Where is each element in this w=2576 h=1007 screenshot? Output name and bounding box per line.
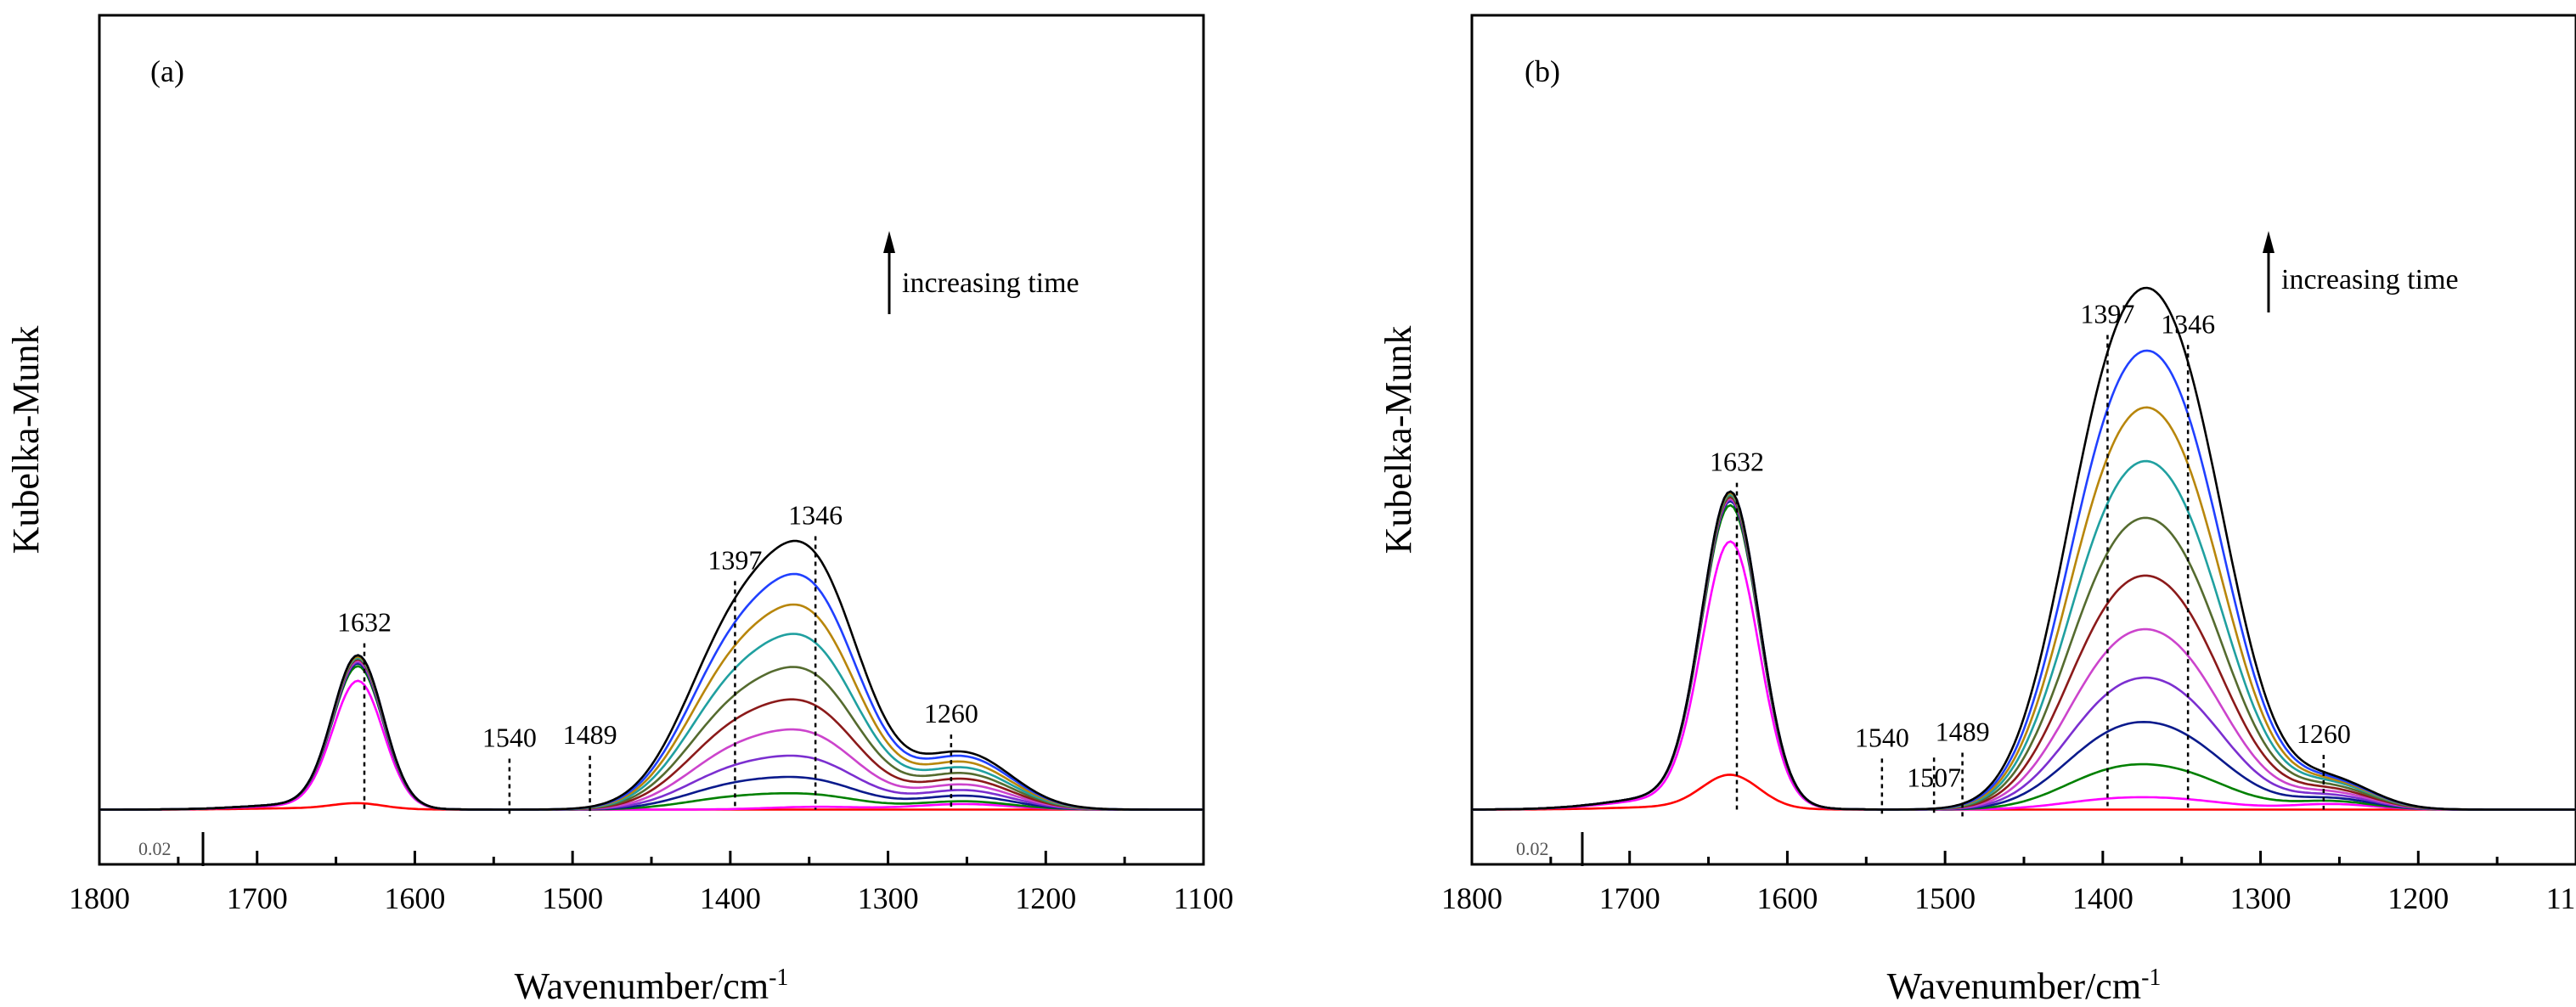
x-tick-label-1700: 1700 bbox=[1599, 881, 1660, 915]
peak-label-1632: 1632 bbox=[337, 607, 392, 638]
peak-label-1540: 1540 bbox=[1855, 722, 1909, 752]
spectrum-line-t1 bbox=[1472, 774, 2576, 811]
x-axis-title-text: Wavenumber/cm bbox=[515, 965, 769, 1007]
chart-panel-b: 1632 1540 1507 1489 1397 1346 1260 1800 1700 160… bbox=[1378, 14, 2576, 1007]
x-tick-label-1800: 1800 bbox=[1441, 881, 1502, 915]
x-tick-label-1300: 1300 bbox=[2230, 881, 2291, 915]
spectrum-line-t3 bbox=[1472, 504, 2576, 811]
panel-label: (b) bbox=[1525, 54, 1560, 88]
spectrum-line-t12 bbox=[99, 539, 1203, 811]
time-arrow-icon bbox=[2263, 231, 2274, 253]
scale-bar-label: 0.02 bbox=[138, 838, 172, 859]
spectrum-line-t2 bbox=[99, 679, 1203, 811]
x-axis-title-text: Wavenumber/cm bbox=[1887, 965, 2141, 1007]
panel-label: (a) bbox=[150, 54, 184, 88]
peak-label-1397: 1397 bbox=[707, 544, 762, 575]
spectrum-line-t3 bbox=[99, 665, 1203, 811]
spectrum-line-t7 bbox=[1472, 495, 2576, 811]
x-tick-label-1400: 1400 bbox=[2072, 881, 2134, 915]
y-axis-title: Kubelka-Munk bbox=[5, 326, 47, 554]
spectrum-line-t7 bbox=[99, 658, 1203, 811]
plot-frame bbox=[98, 14, 1205, 866]
x-ticks: 1800 1700 1600 1500 1400 1300 1200 1100 bbox=[1441, 851, 2576, 915]
x-axis-title: Wavenumber/cm-1 bbox=[1887, 965, 2162, 1007]
peak-label-1346: 1346 bbox=[2161, 308, 2215, 339]
spectrum-line-t4 bbox=[99, 662, 1203, 811]
spectrum-line-t6 bbox=[99, 659, 1203, 811]
spectrum-line-t12 bbox=[1472, 286, 2576, 811]
spectrum-line-t9 bbox=[99, 633, 1203, 811]
spectrum-line-t8 bbox=[1472, 494, 2576, 811]
spectrum-line-t6 bbox=[1472, 497, 2576, 811]
peak-label-1397: 1397 bbox=[2080, 298, 2134, 329]
peak-label-1489: 1489 bbox=[1936, 717, 1990, 747]
x-tick-label-1500: 1500 bbox=[1914, 881, 1976, 915]
x-tick-label-1800: 1800 bbox=[69, 881, 130, 915]
peak-label-1540: 1540 bbox=[482, 722, 537, 752]
x-tick-label-1200: 1200 bbox=[1015, 881, 1076, 915]
spectra-curves bbox=[99, 539, 1203, 811]
x-axis-title: Wavenumber/cm-1 bbox=[515, 965, 789, 1007]
x-axis-title-superscript: -1 bbox=[769, 965, 788, 991]
scale-bar-label: 0.02 bbox=[1516, 838, 1549, 859]
increasing-time-label: increasing time bbox=[902, 267, 1079, 299]
x-tick-label-1500: 1500 bbox=[542, 881, 603, 915]
spectrum-line-t5 bbox=[99, 661, 1203, 811]
x-tick-label-1700: 1700 bbox=[227, 881, 288, 915]
peak-label-1260: 1260 bbox=[2297, 718, 2351, 749]
peak-markers: 1632 1540 1507 1489 1397 1346 1260 bbox=[1710, 298, 2351, 817]
chart-panel-a: 1632 1540 1489 1397 1346 1260 1800 1700 1600 150… bbox=[5, 14, 1233, 1007]
x-tick-label-1300: 1300 bbox=[858, 881, 919, 915]
spectra-curves bbox=[1472, 286, 2576, 811]
x-axis-title-superscript: -1 bbox=[2141, 965, 2161, 991]
x-tick-label-1600: 1600 bbox=[384, 881, 445, 915]
x-ticks: 1800 1700 1600 1500 1400 1300 1200 1100 bbox=[69, 851, 1233, 915]
y-axis-title: Kubelka-Munk bbox=[1378, 326, 1419, 554]
spectrum-line-t5 bbox=[1472, 498, 2576, 811]
spectrum-line-t8 bbox=[99, 656, 1203, 811]
peak-label-1632: 1632 bbox=[1710, 447, 1764, 477]
x-tick-label-1400: 1400 bbox=[700, 881, 761, 915]
increasing-time-label: increasing time bbox=[2281, 264, 2459, 295]
x-tick-label-1100: 1100 bbox=[1174, 881, 1234, 915]
peak-label-1260: 1260 bbox=[924, 698, 978, 729]
peak-label-1507: 1507 bbox=[1907, 762, 1961, 792]
time-arrow-icon bbox=[883, 231, 895, 253]
x-tick-label-1600: 1600 bbox=[1756, 881, 1818, 915]
peak-label-1489: 1489 bbox=[563, 719, 617, 750]
peak-label-1346: 1346 bbox=[788, 499, 843, 530]
x-tick-label-1100: 1100 bbox=[2546, 881, 2576, 915]
x-tick-label-1200: 1200 bbox=[2387, 881, 2449, 915]
peak-markers: 1632 1540 1489 1397 1346 1260 bbox=[337, 499, 978, 817]
spectrum-line-t4 bbox=[1472, 499, 2576, 811]
